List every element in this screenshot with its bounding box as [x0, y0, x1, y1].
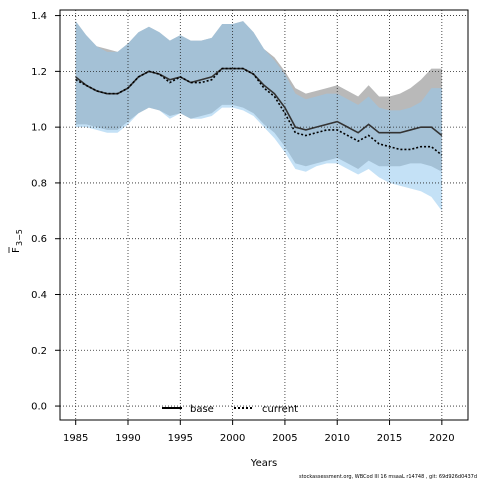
footer-note: stockassessment.org, WBCod III 16 msaaL …: [299, 474, 477, 480]
y-tick-label-1.0: 1.0: [31, 123, 47, 134]
x-tick-label-1995: 1995: [168, 433, 193, 444]
confidence-bands: [75, 21, 442, 211]
legend: base current: [162, 404, 298, 415]
y-axis-title: F 3−5: [8, 229, 24, 253]
legend-label-base: base: [190, 404, 214, 415]
y-tick-label-0.2: 0.2: [31, 346, 47, 357]
x-axis-title: Years: [250, 458, 277, 469]
band-current: [75, 21, 442, 211]
y-axis: 0.0 0.2 0.4 0.6 0.8 1.0 1.2 1.4: [31, 11, 60, 413]
legend-item-current: current: [234, 404, 298, 415]
y-tick-label-0.4: 0.4: [31, 290, 47, 301]
plot-frame: [59, 9, 469, 421]
y-axis-title-sub: 3−5: [15, 229, 24, 246]
x-tick-label-1985: 1985: [63, 433, 88, 444]
y-axis-title-main: F: [11, 247, 22, 253]
series-lines: [75, 67, 443, 156]
x-tick-label-2005: 2005: [272, 433, 297, 444]
y-tick-label-0.0: 0.0: [31, 402, 47, 413]
x-tick-label-2020: 2020: [429, 433, 454, 444]
x-tick-label-2010: 2010: [325, 433, 350, 444]
grid-lines: [60, 10, 468, 420]
x-tick-label-2000: 2000: [220, 433, 245, 444]
legend-label-current: current: [262, 404, 298, 415]
x-axis: 1985 1990 1995 2000 2005 2010 2015 2020: [63, 420, 455, 444]
series-line-current: [75, 67, 443, 156]
legend-item-base: base: [162, 404, 214, 415]
y-tick-label-0.8: 0.8: [31, 178, 47, 189]
y-tick-label-1.4: 1.4: [31, 11, 47, 22]
x-tick-label-1990: 1990: [115, 433, 140, 444]
y-tick-label-0.6: 0.6: [31, 234, 47, 245]
x-tick-label-2015: 2015: [377, 433, 402, 444]
y-tick-label-1.2: 1.2: [31, 67, 47, 78]
